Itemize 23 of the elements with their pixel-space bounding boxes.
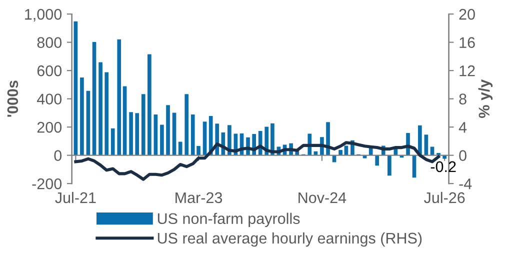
y2-tick-label: 12 <box>460 65 475 76</box>
y2-axis-title: % y/y <box>478 79 493 118</box>
y-tick-label: 1,000 <box>25 8 62 22</box>
y-tick-label: 200 <box>37 122 62 133</box>
x-tick-label: Nov-24 <box>298 192 346 204</box>
x-tick-label: Jul-26 <box>424 192 465 204</box>
y-tick-label: 400 <box>36 94 62 104</box>
y-tick-label: -200 <box>32 178 62 190</box>
y-tick-label: 0 <box>54 150 62 161</box>
y2-tick-label: 4 <box>458 122 467 133</box>
y-tick-label: 800 <box>37 37 62 48</box>
y2-tick-label: 0 <box>459 150 466 161</box>
x-tick-label: Mar-23 <box>176 192 222 204</box>
y-axis-title: '000s <box>7 80 18 117</box>
x-tick-label: Jul-21 <box>55 192 96 204</box>
y2-tick-label: 20 <box>459 8 475 20</box>
y-tick-label: 600 <box>37 65 62 76</box>
annotation: -0.2 <box>430 161 456 172</box>
legend-label: US non-farm payrolls <box>158 212 300 228</box>
y2-tick-label: 8 <box>459 94 466 104</box>
y2-tick-label: -4 <box>459 178 472 190</box>
legend-label: US real average hourly earnings (RHS) <box>158 232 422 247</box>
y2-tick-label: 16 <box>460 37 475 48</box>
